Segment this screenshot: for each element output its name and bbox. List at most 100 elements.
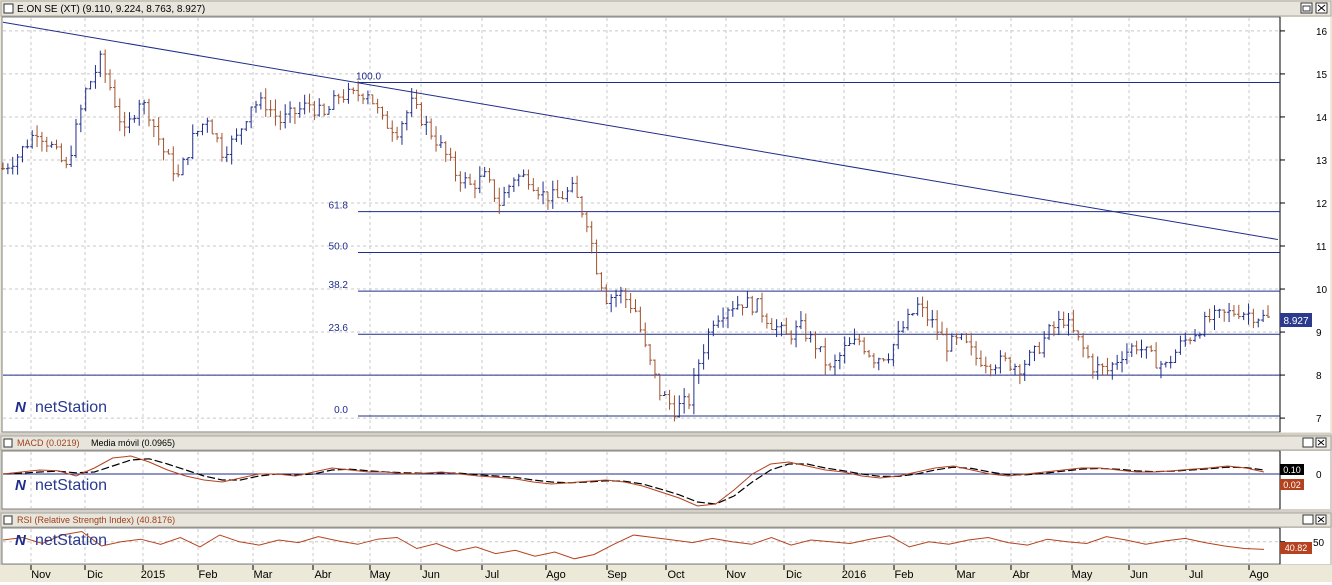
rsi-close-icon[interactable] <box>1315 514 1327 525</box>
macd-close-icon[interactable] <box>1315 437 1327 448</box>
ohlc-bar <box>667 389 672 410</box>
trendline[interactable] <box>2 21 1279 241</box>
ohlc-bar <box>1173 349 1178 363</box>
macd-plot-area <box>1 450 1281 510</box>
macd-maximize-icon[interactable] <box>1302 437 1314 448</box>
ohlc-bar <box>331 90 336 110</box>
ohlc-bar <box>1124 343 1129 365</box>
ohlc-bar <box>1251 308 1256 329</box>
ohlc-bar <box>151 119 156 138</box>
ohlc-bar <box>696 359 701 384</box>
ohlc-bar <box>1085 344 1090 359</box>
ohlc-bar <box>1139 339 1144 358</box>
x-tick-label: Ago <box>1249 569 1269 581</box>
x-tick-label: Nov <box>726 569 746 581</box>
rsi-maximize-icon[interactable] <box>1302 514 1314 525</box>
ohlc-bar <box>1246 303 1251 325</box>
fibonacci-retracement[interactable]: 100.0 61.8 50.0 38.2 23.6 0.0 <box>3 72 1280 417</box>
x-tick-label: Ago <box>546 569 566 581</box>
x-tick-label: Oct <box>667 569 684 581</box>
fibonacci-level-label: 50.0 <box>329 241 349 252</box>
ohlc-bar <box>127 112 132 134</box>
ohlc-bar <box>1 162 5 170</box>
y-tick-label: 7 <box>1316 414 1322 425</box>
ohlc-bar <box>1027 349 1032 366</box>
ohlc-bar <box>905 308 910 331</box>
ohlc-bar <box>652 359 657 379</box>
ohlc-bar <box>730 300 735 317</box>
ohlc-bar <box>648 343 653 366</box>
x-tick-label: Feb <box>895 569 914 581</box>
ohlc-bar <box>497 187 502 215</box>
x-tick-label: Abr <box>314 569 331 581</box>
ohlc-bar <box>200 123 205 136</box>
ohlc-bar <box>404 110 409 131</box>
x-tick-label: Jun <box>422 569 440 581</box>
ohlc-bar <box>745 290 750 308</box>
ohlc-bar <box>1066 312 1071 336</box>
ohlc-bar <box>1197 332 1202 339</box>
ohlc-bar <box>419 102 424 127</box>
macd-panel: MACD (0.0219) Media móvil (0.0965) 0 0.1… <box>0 435 1332 510</box>
main-panel-menu-icon[interactable] <box>3 3 14 14</box>
rsi-title: RSI (Relative Strength Index) (40.8176) <box>17 515 175 525</box>
x-tick-label: Mar <box>957 569 976 581</box>
macd-signal-title: Media móvil (0.0965) <box>91 438 175 448</box>
ohlc-bar <box>487 167 492 183</box>
ohlc-bar <box>268 100 273 118</box>
ohlc-bar <box>59 143 64 163</box>
ohlc-bar <box>964 332 969 344</box>
main-panel-close-icon[interactable] <box>1315 2 1328 14</box>
ohlc-bar <box>701 344 706 370</box>
x-tick-label: Nov <box>31 569 51 581</box>
ohlc-bar <box>322 103 327 117</box>
ohlc-bar <box>312 100 317 121</box>
ohlc-bar <box>881 358 886 362</box>
x-tick-label: Abr <box>1012 569 1029 581</box>
main-plot-area <box>1 16 1281 433</box>
ohlc-bar <box>215 132 220 143</box>
ohlc-bar <box>39 131 44 152</box>
x-axis: Nov Dic 2015 Feb Mar Abr May Jun Jul Ago Sep Oct Nov… <box>0 565 1332 582</box>
ohlc-bar <box>1120 351 1125 373</box>
ohlc-bar <box>502 186 507 206</box>
ohlc-bar <box>117 98 122 132</box>
y-tick-label: 11 <box>1316 242 1327 253</box>
main-panel-maximize-icon[interactable] <box>1300 2 1313 14</box>
rsi-panel: RSI (Relative Strength Index) (40.8176) … <box>0 512 1332 565</box>
ohlc-bar <box>570 176 575 193</box>
ohlc-bar <box>1154 342 1159 369</box>
ohlc-bar <box>283 104 288 129</box>
ohlc-bar <box>614 289 619 308</box>
ohlc-bar <box>336 93 341 105</box>
rsi-menu-icon[interactable] <box>3 515 13 525</box>
ohlc-bar <box>896 320 901 350</box>
x-tick-label: Mar <box>254 569 273 581</box>
ohlc-bar <box>83 87 88 112</box>
ohlc-bar <box>536 187 541 200</box>
rsi-y-ticks: 50 <box>1280 538 1325 549</box>
fibonacci-level-label: 100.0 <box>356 72 381 83</box>
ohlc-bar <box>341 89 346 103</box>
ohlc-bar <box>166 148 171 155</box>
x-tick-label: 2016 <box>842 569 866 581</box>
ohlc-bar <box>618 286 623 304</box>
ohlc-bar <box>1193 329 1198 342</box>
ohlc-bar <box>472 180 477 199</box>
ohlc-bar <box>920 296 925 318</box>
ohlc-bar <box>297 101 302 118</box>
x-tick-label: Jul <box>1189 569 1203 581</box>
ohlc-bar <box>370 94 375 105</box>
ohlc-bar <box>930 309 935 328</box>
macd-menu-icon[interactable] <box>3 438 13 448</box>
ohlc-bar <box>871 353 876 369</box>
y-tick-label: 13 <box>1316 156 1328 167</box>
ohlc-bar <box>769 318 774 331</box>
ohlc-bar <box>978 350 983 368</box>
ohlc-bar <box>857 334 862 346</box>
ohlc-bar <box>1227 302 1232 323</box>
ohlc-bar <box>375 98 380 114</box>
ohlc-bar <box>516 173 521 187</box>
ohlc-bar <box>234 128 239 143</box>
